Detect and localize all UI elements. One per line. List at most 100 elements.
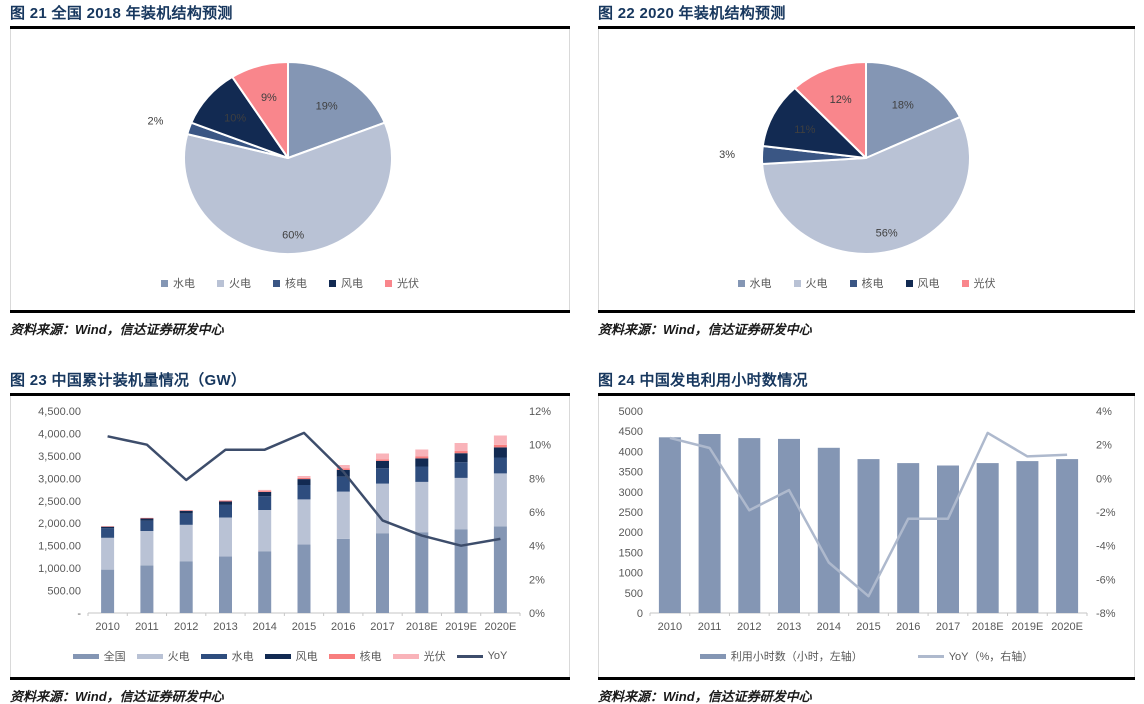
left-axis-tick: 2,000.00: [38, 518, 81, 530]
bar-风电-2018E: [415, 458, 429, 467]
legend-label: YoY（%，右轴）: [948, 651, 1034, 663]
bar-利用小时数（小时，左轴）-2012: [738, 438, 761, 613]
bar-光伏-2018E: [415, 449, 429, 457]
bar-核电-2014: [258, 491, 272, 492]
left-axis-tick: 2500: [619, 507, 643, 519]
legend-swatch-核电: [328, 653, 355, 659]
left-axis-tick: 1,500.00: [38, 541, 81, 553]
legend-label: 光伏: [397, 278, 419, 290]
bar-利用小时数（小时，左轴）-2010: [658, 437, 681, 613]
right-axis-tick: 4%: [529, 541, 545, 553]
pie-chart-2018: 19% 60% 2% 10% 9%: [147, 60, 393, 256]
pie-slice-水电: [865, 61, 962, 159]
source-note: 资料来源：Wind，信达证券研发中心: [10, 689, 224, 704]
line-series-YoY（%，右轴）: [669, 431, 1068, 598]
bar-利用小时数（小时，左轴）-2020E: [1056, 459, 1079, 613]
left-axis-tick: 5000: [619, 406, 643, 418]
legend-swatch-全国: [72, 653, 99, 659]
left-axis-tick: 1500: [619, 547, 643, 559]
legend-item-YoY（%，右轴）: YoY（%，右轴）: [917, 648, 1034, 664]
bar-风电-2010: [101, 526, 115, 529]
legend-item-风电: 风电: [905, 275, 940, 291]
legend-swatch-火电: [217, 279, 224, 287]
pie-value-label: 12%: [830, 94, 852, 106]
bar-水电-2013: [219, 504, 232, 518]
legend-item-水电: 水电: [200, 648, 254, 664]
bar-利用小时数（小时，左轴）-2014: [817, 447, 840, 613]
bar-风电-2012: [179, 510, 193, 514]
figure-title: 图 23 中国累计装机量情况（GW）: [10, 372, 247, 389]
right-axis-tick: 4%: [1096, 406, 1112, 418]
bar-火电-2016: [336, 491, 350, 539]
bar-利用小时数（小时，左轴）-2018E: [976, 463, 999, 613]
bottom-rule: [10, 677, 570, 680]
pie-value-label: 18%: [892, 100, 914, 112]
chart-legend: 全国 火电 水电 风电 核电 光伏 YoY: [72, 648, 507, 664]
x-category-label: 2020E: [1051, 621, 1083, 633]
right-axis-tick: -2%: [1096, 507, 1116, 519]
legend-item-利用小时数（小时，左轴）: 利用小时数（小时，左轴）: [699, 648, 863, 664]
chart-legend: 水电 火电 核电 风电 光伏: [737, 275, 996, 291]
legend-swatch-核电: [273, 279, 280, 287]
legend-item-核电: 核电: [849, 275, 884, 291]
legend-label: 光伏: [973, 278, 996, 290]
left-axis-tick: 3,500.00: [38, 451, 81, 463]
right-axis-tick: 6%: [529, 507, 545, 519]
legend-swatch-光伏: [392, 653, 419, 659]
x-category-label: 2015: [856, 621, 880, 633]
pie-value-label: 9%: [261, 92, 277, 104]
figure-title: 图 21 全国 2018 年装机结构预测: [10, 5, 233, 22]
bar-风电-2011: [140, 518, 154, 521]
bar-全国-2017: [376, 533, 389, 613]
x-category-label: 2017: [936, 621, 960, 633]
legend-item-水电: 水电: [737, 275, 772, 291]
legend-label: 利用小时数（小时，左轴）: [730, 651, 863, 663]
bar-核电-2012: [179, 510, 193, 511]
pie-slice-水电: [287, 61, 386, 159]
stacked-bar-line-chart: - 500.00 1,000.00 1,500.00 2,000.00 2,500.00 3…: [38, 406, 551, 633]
bar-核电-2017: [376, 459, 389, 461]
bar-风电-2020E: [493, 447, 507, 458]
chart-box: 19% 60% 2% 10% 9% 水电 火电 核电 风电 光伏: [10, 29, 570, 310]
left-axis-tick: 3500: [619, 467, 643, 479]
pie-value-label: 19%: [316, 101, 338, 113]
legend-item-火电: 火电: [136, 648, 190, 664]
bar-利用小时数（小时，左轴）-2015: [857, 459, 880, 613]
legend-item-全国: 全国: [72, 648, 126, 664]
bar-火电-2010: [101, 537, 115, 570]
bar-水电-2015: [297, 485, 311, 500]
legend-label: 水电: [173, 278, 195, 290]
legend-item-火电: 火电: [217, 275, 251, 291]
bar-火电-2018E: [415, 481, 429, 533]
pie-value-label: 56%: [876, 227, 898, 239]
x-category-label: 2010: [658, 621, 682, 633]
bar-火电-2014: [258, 510, 272, 552]
title-rule: [10, 26, 570, 29]
legend-swatch-YoY: [456, 654, 483, 658]
left-axis-tick: 4,500.00: [38, 406, 81, 418]
legend-swatch-风电: [905, 279, 913, 287]
bar-核电-2013: [219, 500, 232, 502]
bar-光伏-2014: [258, 489, 272, 492]
legend-swatch-水电: [737, 279, 745, 287]
bar-火电-2019E: [454, 477, 468, 530]
source-note: 资料来源：Wind，信达证券研发中心: [598, 322, 812, 337]
bar-利用小时数（小时，左轴）-2011: [698, 434, 721, 613]
left-axis-tick: 1000: [619, 568, 643, 580]
bar-全国-2015: [297, 544, 311, 613]
legend-label: 风电: [295, 651, 318, 663]
chart-box: 18% 56% 3% 11% 12% 水电 火电 核电 风电 光伏: [598, 29, 1135, 310]
right-axis-tick: 2%: [529, 574, 545, 586]
legend-swatch-水电: [200, 653, 227, 659]
left-axis-tick: 4,000.00: [38, 428, 81, 440]
legend-label: 风电: [917, 278, 940, 290]
pie-value-label: 60%: [282, 230, 304, 242]
legend-swatch-火电: [136, 653, 163, 659]
x-category-label: 2011: [698, 621, 722, 633]
left-axis-tick: 4500: [619, 426, 643, 438]
pie-slice-光伏: [793, 61, 867, 159]
legend-swatch-光伏: [961, 279, 969, 287]
legend-label: 核电: [285, 278, 307, 290]
x-category-label: 2015: [292, 621, 316, 633]
chart-legend: 水电 火电 核电 风电 光伏: [161, 275, 419, 291]
